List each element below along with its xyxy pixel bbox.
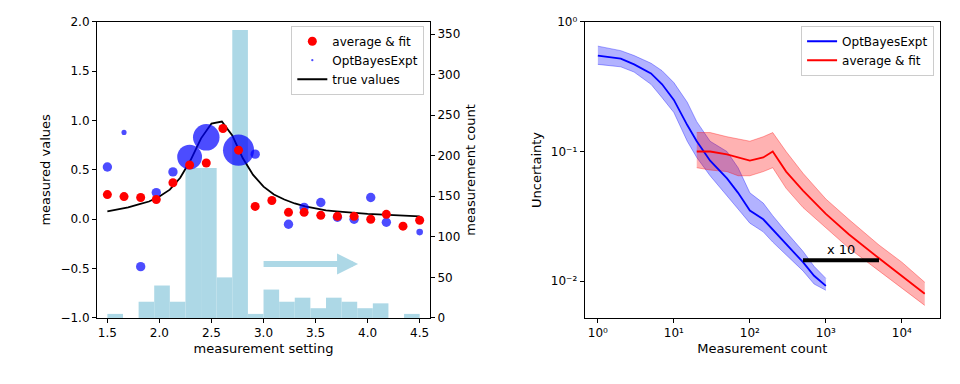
svg-text:1.0: 1.0: [70, 114, 89, 128]
svg-text:350: 350: [437, 27, 460, 41]
svg-text:true values: true values: [332, 73, 399, 87]
svg-text:0.0: 0.0: [70, 212, 89, 226]
svg-text:measurement count: measurement count: [463, 104, 478, 236]
svg-text:0: 0: [437, 311, 445, 325]
svg-text:−1.0: −1.0: [60, 311, 89, 325]
svg-text:250: 250: [437, 108, 460, 122]
svg-text:Uncertainty: Uncertainty: [529, 132, 544, 208]
svg-text:measurement setting: measurement setting: [194, 341, 334, 356]
svg-text:Measurement count: Measurement count: [697, 341, 827, 356]
svg-text:3.5: 3.5: [306, 326, 325, 340]
svg-text:average & fit: average & fit: [842, 54, 921, 68]
svg-text:2.0: 2.0: [150, 326, 169, 340]
svg-text:measured values: measured values: [38, 114, 53, 226]
svg-text:0.5: 0.5: [70, 163, 89, 177]
svg-text:50: 50: [437, 271, 452, 285]
svg-text:10⁻¹: 10⁻¹: [551, 145, 578, 159]
svg-text:4.0: 4.0: [358, 326, 377, 340]
svg-text:OptBayesExpt: OptBayesExpt: [332, 54, 417, 68]
svg-text:average & fit: average & fit: [332, 35, 411, 49]
svg-text:10³: 10³: [816, 326, 836, 340]
svg-text:300: 300: [437, 68, 460, 82]
svg-text:10⁰: 10⁰: [557, 15, 577, 29]
svg-text:10²: 10²: [740, 326, 760, 340]
svg-text:100: 100: [437, 230, 460, 244]
svg-text:2.0: 2.0: [70, 15, 89, 29]
svg-text:2.5: 2.5: [202, 326, 221, 340]
svg-text:10¹: 10¹: [664, 326, 684, 340]
svg-text:x 10: x 10: [827, 242, 855, 257]
svg-text:OptBayesExpt: OptBayesExpt: [842, 35, 927, 49]
svg-text:−0.5: −0.5: [60, 262, 89, 276]
svg-text:200: 200: [437, 149, 460, 163]
svg-text:1.5: 1.5: [98, 326, 117, 340]
svg-text:3.0: 3.0: [254, 326, 273, 340]
svg-text:10⁻²: 10⁻²: [551, 274, 578, 288]
svg-text:10⁰: 10⁰: [588, 326, 608, 340]
svg-text:10⁴: 10⁴: [892, 326, 912, 340]
svg-text:4.5: 4.5: [410, 326, 429, 340]
svg-text:150: 150: [437, 189, 460, 203]
svg-text:1.5: 1.5: [70, 64, 89, 78]
